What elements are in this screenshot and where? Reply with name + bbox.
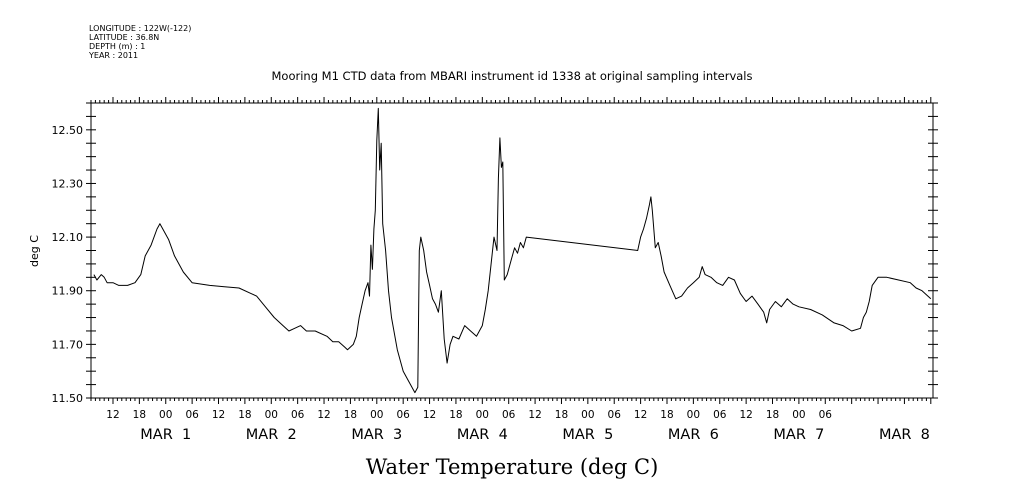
x-day-label: MAR 8 (879, 427, 930, 443)
x-hour-label: 00 (159, 409, 172, 421)
year-label: YEAR : 2011 (88, 51, 138, 60)
x-day-label: MAR 7 (773, 427, 824, 443)
axes: 11.50 11.70 11.90 12.10 12.30 12.50 12 18 00 06 12… (52, 97, 938, 443)
x-day-label: MAR 1 (140, 427, 191, 443)
y-tick-label: 11.50 (52, 392, 84, 405)
x-day-label: MAR 5 (562, 427, 613, 443)
chart-title: Mooring M1 CTD data from MBARI instrumen… (272, 69, 753, 83)
x-hour-label: 12 (106, 409, 119, 421)
x-hour-label: 06 (502, 409, 516, 421)
y-tick-label: 11.70 (52, 338, 84, 351)
x-hour-label: 06 (713, 409, 727, 421)
x-hour-label: 18 (133, 409, 146, 421)
x-hour-label: 18 (555, 409, 568, 421)
x-hour-label: 18 (238, 409, 251, 421)
x-hour-label: 06 (396, 409, 410, 421)
longitude-label: LONGITUDE : 122W(-122) (89, 24, 191, 33)
x-hour-label: 00 (370, 409, 383, 421)
x-axis-label: Water Temperature (deg C) (366, 455, 659, 479)
series-layer (93, 107, 932, 394)
y-tick-label: 12.50 (52, 124, 84, 137)
x-hour-label: 06 (819, 409, 833, 421)
x-hour-label: 00 (476, 409, 489, 421)
x-hour-label: 12 (634, 409, 647, 421)
depth-label: DEPTH (m) : 1 (89, 42, 145, 51)
x-hour-label: 12 (528, 409, 541, 421)
x-hour-label: 18 (766, 409, 779, 421)
x-hour-label: 12 (317, 409, 330, 421)
x-hour-label: 12 (212, 409, 225, 421)
x-hour-label: 12 (423, 409, 436, 421)
x-hour-label: 06 (291, 409, 305, 421)
x-hour-label: 00 (581, 409, 594, 421)
temperature-series-line (93, 107, 932, 394)
x-hour-label: 00 (792, 409, 805, 421)
x-day-label: MAR 2 (246, 427, 297, 443)
y-tick-label: 12.10 (52, 231, 84, 244)
x-hour-label: 18 (660, 409, 673, 421)
x-hour-label: 18 (449, 409, 462, 421)
plot-frame (90, 102, 934, 399)
x-day-label: MAR 4 (457, 427, 508, 443)
x-hour-label: 18 (344, 409, 357, 421)
y-tick-label: 11.90 (52, 285, 84, 298)
x-hour-label: 06 (608, 409, 622, 421)
x-hour-label: 00 (265, 409, 278, 421)
x-hour-label: 12 (739, 409, 752, 421)
x-hour-label: 06 (185, 409, 199, 421)
x-hour-label: 00 (687, 409, 700, 421)
y-tick-label: 12.30 (52, 177, 84, 190)
x-day-label: MAR 6 (668, 427, 719, 443)
y-axis-label: deg C (28, 235, 41, 267)
x-day-label: MAR 3 (351, 427, 402, 443)
latitude-label: LATITUDE : 36.8N (89, 33, 159, 42)
